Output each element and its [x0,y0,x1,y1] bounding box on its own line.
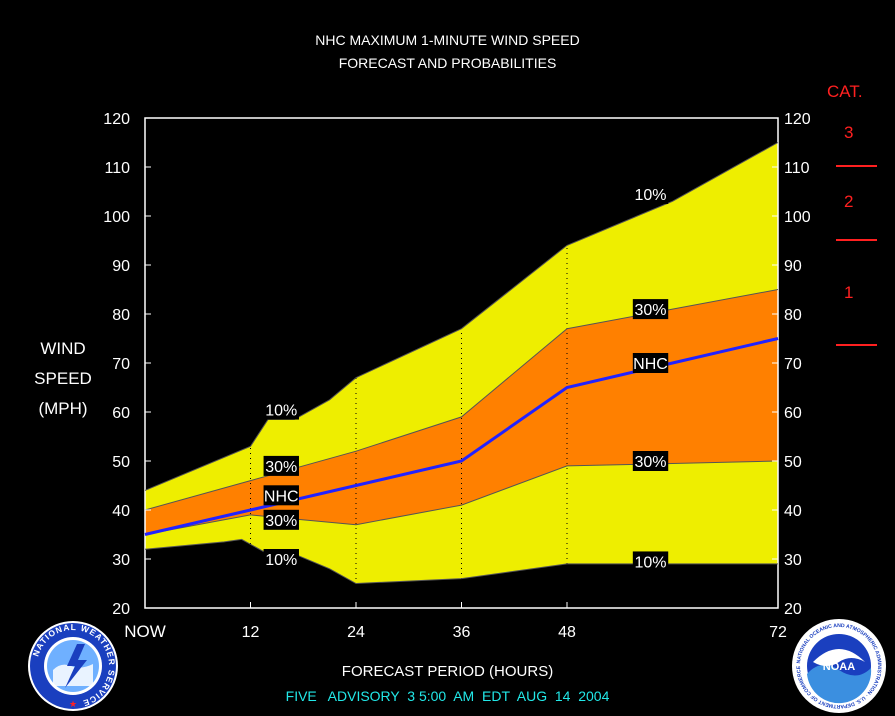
noaa-logo-icon: NOAA NATIONAL OCEANIC AND ATMOSPHERIC AD… [792,619,886,713]
y-axis-label-line-1: WIND [40,339,86,358]
p30-upper-line [144,289,779,511]
x-tick-label-12: 12 [242,624,260,641]
y-tick-label-left-30: 30 [112,552,130,569]
annotation-box-9 [632,551,669,572]
annotation-nhc-7: NHC [633,356,668,373]
annotation-10pct-5: 10% [635,187,667,204]
category-label-2: 2 [844,192,854,211]
annotation-box-6 [632,299,669,320]
annotation-30pct-8: 30% [635,454,667,471]
annotation-10pct-9: 10% [635,554,667,571]
nws-logo-icon: NATIONAL WEATHER SERVICE ★ [28,621,118,711]
y-tick-label-right-60: 60 [784,405,802,422]
y-tick-label-left-50: 50 [112,454,130,471]
y-tick-label-left-90: 90 [112,258,130,275]
x-axis-title: FORECAST PERIOD (HOURS) [341,663,554,680]
p30-lower-line [144,460,779,535]
x-tick-label-36: 36 [453,624,471,641]
band-30-70 [145,289,778,535]
x-tick-label-0: NOW [124,622,166,641]
y-tick-label-right-90: 90 [784,258,802,275]
axis-ticks: 20 20 30 30 40 40 50 50 60 60 70 70 80 80 90 90 100 100 11… [103,111,811,641]
band-annotations: 10% 30% NHC 30% 10% 10% 30% NHC 30% 10% [263,183,669,572]
category-title: CAT. [827,82,863,101]
y-tick-label-right-70: 70 [784,356,802,373]
chart-title-line-1: NHC MAXIMUM 1-MINUTE WIND SPEED [315,32,580,48]
chart-title-line-2: FORECAST AND PROBABILITIES [338,55,557,71]
y-tick-label-left-20: 20 [112,601,130,618]
p10-upper-line [144,142,779,491]
y-tick-label-right-40: 40 [784,503,802,520]
y-tick-label-right-80: 80 [784,307,802,324]
series-line-nhc [144,337,779,536]
annotation-box-1 [263,455,299,476]
y-tick-label-right-20: 20 [784,601,802,618]
x-tick-label-48: 48 [558,624,576,641]
annotation-box-5 [632,183,669,204]
annotation-30pct-6: 30% [635,302,667,319]
annotation-box-7 [632,353,669,373]
y-tick-label-left-60: 60 [112,405,130,422]
annotation-30pct-3: 30% [265,513,297,530]
y-tick-label-left-120: 120 [103,111,130,128]
y-tick-label-right-30: 30 [784,552,802,569]
annotation-box-0 [263,399,299,420]
annotation-10pct-0: 10% [265,403,297,420]
y-tick-label-right-120: 120 [784,111,811,128]
advisory-info: FIVE ADVISORY 3 5:00 AM EDT AUG 14 2004 [285,688,610,704]
vertical-gridlines [250,118,568,608]
annotation-nhc-2: NHC [264,488,299,505]
y-tick-label-left-40: 40 [112,503,130,520]
y-tick-label-right-110: 110 [784,160,810,177]
x-tick-label-24: 24 [347,624,365,641]
annotation-box-4 [263,549,299,569]
y-axis-label-line-3: (MPH) [38,399,88,418]
category-label-1: 1 [844,283,854,302]
annotation-box-3 [263,509,299,530]
y-tick-label-right-50: 50 [784,454,802,471]
y-tick-label-left-110: 110 [104,160,130,177]
y-tick-label-left-80: 80 [112,307,130,324]
annotation-30pct-1: 30% [265,459,297,476]
annotation-box-2 [263,485,299,506]
forecast-lines [144,142,779,585]
p10-lower-line [144,538,778,585]
svg-text:★: ★ [69,700,77,710]
y-tick-label-left-100: 100 [103,209,130,226]
y-tick-label-right-100: 100 [784,209,811,226]
category-label-3: 3 [844,123,854,142]
x-tick-label-72: 72 [769,624,787,641]
y-axis-label-line-2: SPEED [34,369,92,388]
annotation-10pct-4: 10% [265,552,297,569]
svg-text:NOAA: NOAA [823,661,855,673]
category-markers [836,165,877,346]
y-tick-label-left-70: 70 [112,356,130,373]
annotation-box-8 [632,451,669,471]
